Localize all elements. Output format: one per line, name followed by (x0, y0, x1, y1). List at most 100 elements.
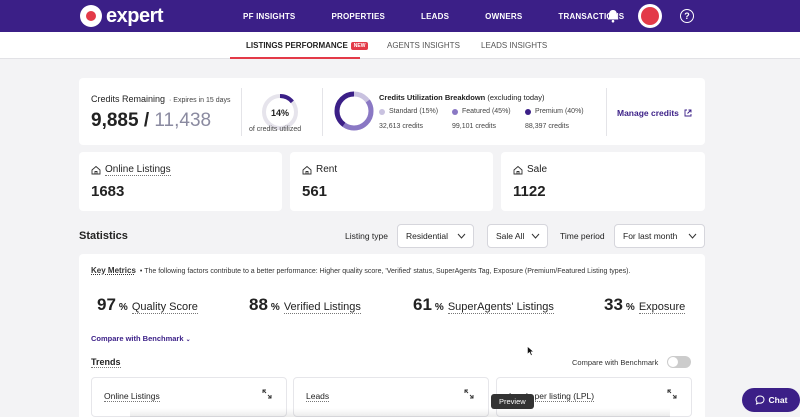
verified-listings-label: Verified Listings (283, 301, 361, 314)
statistics-title: Statistics (79, 230, 128, 242)
trend-card-leads: Leads (293, 377, 489, 417)
sub-tabs: LISTINGS PERFORMANCE NEW AGENTS INSIGHTS … (0, 32, 800, 59)
exposure-value: 33 (604, 295, 623, 314)
online-listings-card: Online Listings 1683 (79, 152, 282, 211)
premium-dot (525, 108, 531, 115)
standard-dot (379, 108, 385, 115)
expand-icon[interactable] (262, 389, 272, 399)
listing-type-label: Listing type (345, 231, 388, 241)
legend-standard: Standard (15%) (379, 108, 438, 115)
utilization-caption: of credits utilized (249, 126, 302, 133)
superagents-label: SuperAgents' Listings (447, 301, 554, 314)
manage-credits-label: Manage credits (617, 108, 679, 118)
tab-agents-insights[interactable]: AGENTS INSIGHTS (387, 41, 460, 50)
external-link-icon (684, 109, 692, 117)
metric-quality-score: 97% Quality Score (97, 295, 198, 315)
legend-featured: Featured (45%) (452, 108, 511, 115)
chat-icon (755, 395, 765, 405)
bell-icon[interactable] (606, 9, 620, 23)
chevron-down-icon (531, 233, 540, 239)
featured-label: Featured (45%) (462, 108, 511, 115)
legend-premium: Premium (40%) (525, 108, 584, 115)
tab-leads-insights[interactable]: LEADS INSIGHTS (481, 41, 548, 50)
trend-card-title: Leads per listing (LPL) (509, 391, 595, 402)
rent-label: Rent (302, 164, 337, 175)
chevron-down-icon (688, 233, 697, 239)
divider (322, 88, 323, 136)
credits-label-text: Credits Remaining (91, 94, 166, 104)
utilization-percent: 14% (270, 108, 289, 118)
metric-superagents-listings: 61% SuperAgents' Listings (413, 295, 554, 315)
nav-leads[interactable]: LEADS (421, 11, 450, 21)
sale-text: Sale (527, 164, 548, 175)
credits-total: 11,438 (154, 110, 212, 131)
metric-exposure: 33% Exposure (604, 295, 686, 315)
key-metrics-panel: Key Metrics • The following factors contr… (79, 254, 705, 417)
sale-card: Sale 1122 (501, 152, 705, 211)
online-listings-text: Online Listings (105, 164, 171, 176)
breakdown-ring (334, 91, 374, 131)
online-listings-value: 1683 (91, 183, 125, 200)
sale-value: 1122 (513, 183, 546, 200)
nav-transactions[interactable]: TRANSACTIONS (558, 11, 625, 21)
percent-sign: % (434, 302, 444, 313)
credits-expiry: · Expires in 15 days (169, 97, 231, 104)
avatar-image (641, 7, 659, 25)
expand-icon[interactable] (667, 389, 677, 399)
tab-listings-label: LISTINGS PERFORMANCE (246, 41, 348, 50)
standard-label: Standard (15%) (389, 108, 439, 115)
chat-button[interactable]: Chat (742, 388, 800, 412)
sale-type-value: Sale All (496, 231, 525, 241)
logo[interactable]: expert (80, 5, 164, 28)
compare-benchmark-toggle[interactable] (667, 356, 691, 368)
trend-card-title: Online Listings (104, 391, 160, 402)
sale-label: Sale (513, 164, 547, 175)
divider (241, 88, 242, 136)
standard-credits: 32,613 credits (379, 123, 423, 130)
nav-pf-insights[interactable]: PF INSIGHTS (243, 11, 296, 21)
compare-benchmark-link[interactable]: Compare with Benchmark ⌄ (91, 334, 191, 343)
utilization-ring (262, 94, 298, 130)
premium-credits: 88,397 credits (525, 123, 569, 130)
help-icon[interactable]: ? (680, 9, 694, 23)
key-metrics-description: • The following factors contribute to a … (139, 268, 631, 275)
manage-credits-link[interactable]: Manage credits (617, 108, 692, 118)
preview-tooltip: Preview (491, 394, 534, 409)
trends-title: Trends (91, 357, 121, 368)
breakdown-note: (excluding today) (487, 93, 545, 102)
divider (606, 88, 607, 136)
verified-listings-value: 88 (249, 295, 268, 314)
superagents-value: 61 (413, 295, 432, 314)
chat-label: Chat (768, 395, 788, 405)
time-period-value: For last month (623, 231, 678, 241)
key-metrics-header: Key Metrics • The following factors contr… (91, 266, 630, 275)
nav-properties[interactable]: PROPERTIES (331, 11, 386, 21)
top-icons: ? (606, 4, 694, 28)
credits-remaining: 9,885 (91, 110, 139, 131)
avatar[interactable] (638, 4, 662, 28)
trend-card-title: Leads (306, 391, 330, 402)
credits-card: Credits Remaining · Expires in 15 days 9,… (79, 78, 705, 145)
listing-type-dropdown[interactable]: Residential (397, 224, 474, 248)
sale-type-dropdown[interactable]: Sale All (487, 224, 548, 248)
mouse-cursor-icon (527, 346, 534, 356)
rent-text: Rent (316, 164, 338, 175)
key-metrics-title: Key Metrics (91, 266, 136, 275)
main-nav: PF INSIGHTS PROPERTIES LEADS OWNERS TRAN… (243, 12, 660, 21)
percent-sign: % (118, 302, 128, 313)
listing-type-value: Residential (406, 231, 449, 241)
chevron-down-icon: ⌄ (185, 337, 191, 343)
time-period-label: Time period (560, 231, 605, 241)
tab-listings-performance[interactable]: LISTINGS PERFORMANCE NEW (246, 41, 369, 50)
credits-separator: / (138, 110, 155, 131)
compare-benchmark-label: Compare with Benchmark (91, 334, 184, 343)
premium-label: Premium (40%) (535, 108, 584, 115)
quality-score-value: 97 (97, 295, 116, 314)
time-period-dropdown[interactable]: For last month (614, 224, 705, 248)
new-badge: NEW (350, 41, 369, 50)
expand-icon[interactable] (464, 389, 474, 399)
active-tab-indicator (230, 57, 360, 59)
nav-owners[interactable]: OWNERS (485, 11, 523, 21)
quality-score-label: Quality Score (131, 301, 198, 314)
metric-verified-listings: 88% Verified Listings (249, 295, 361, 315)
